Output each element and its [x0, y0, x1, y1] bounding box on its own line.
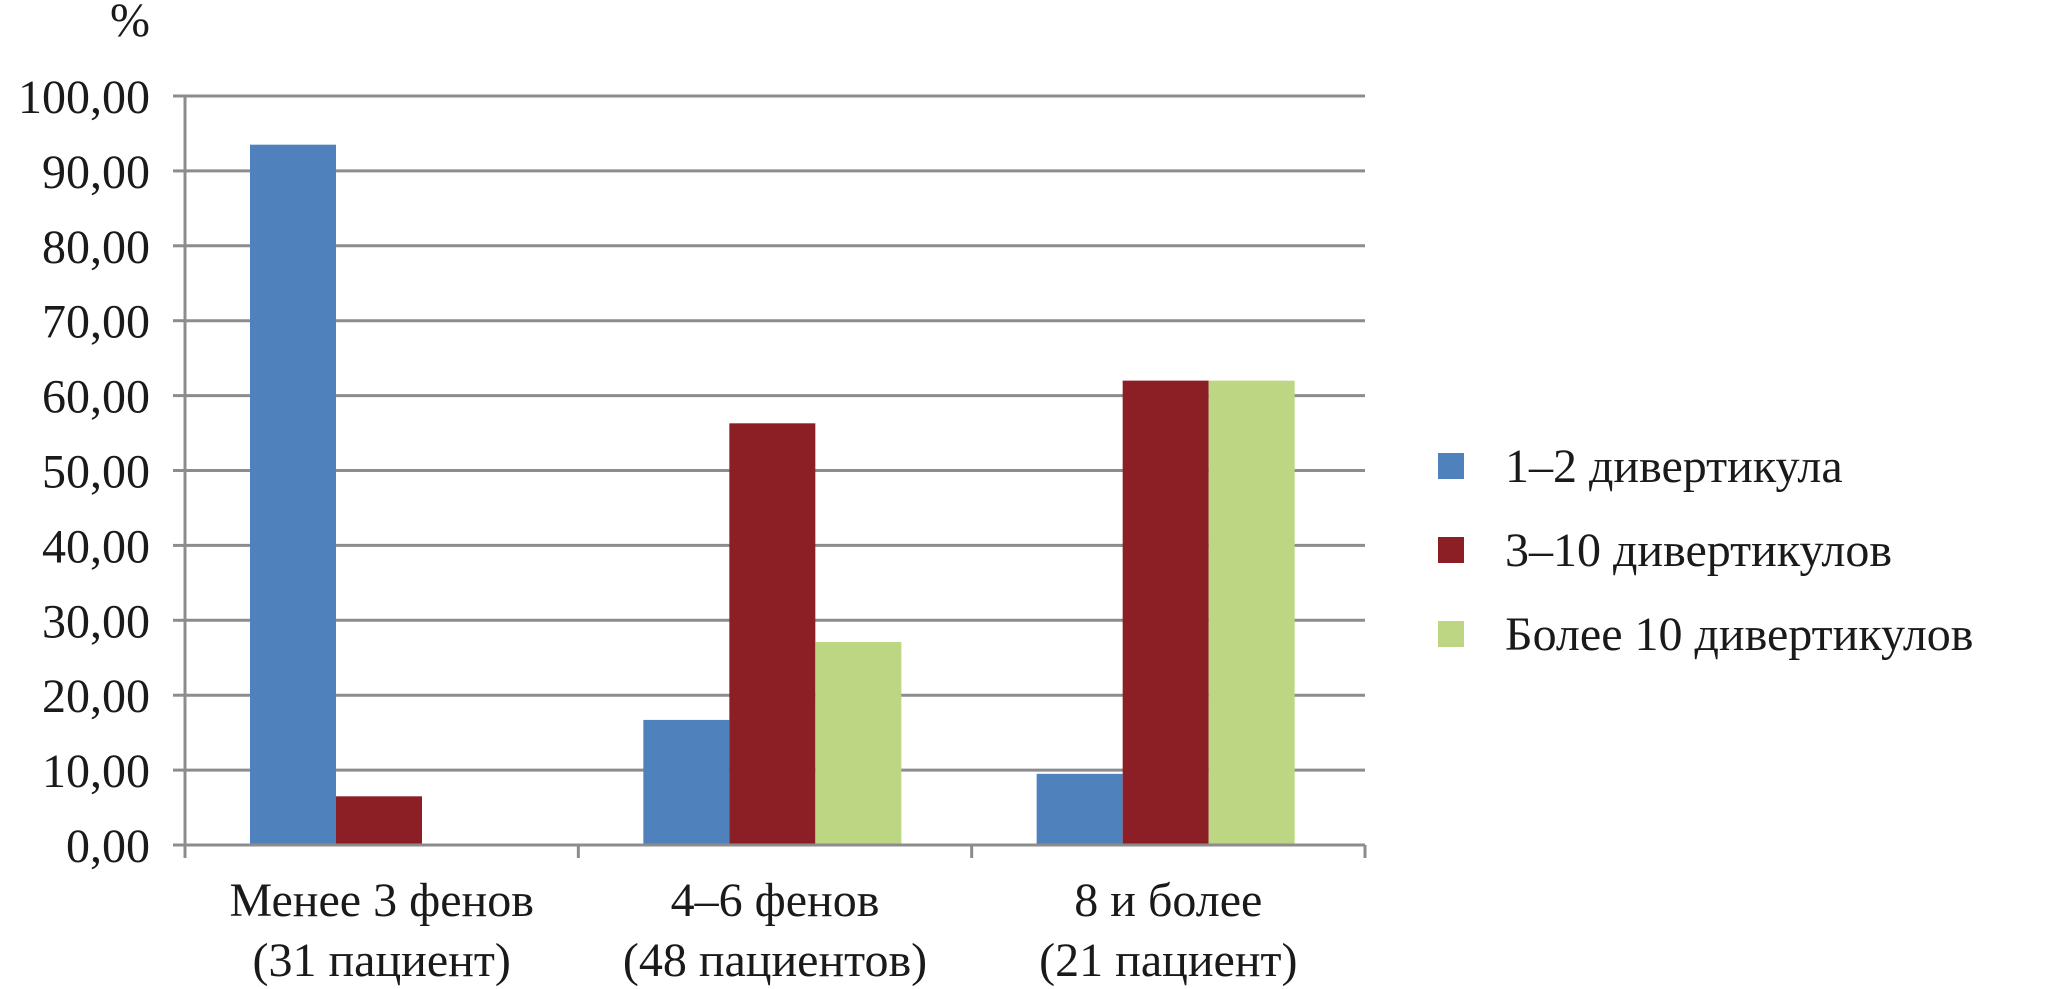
legend-swatch-2	[1438, 537, 1464, 563]
y-axis-label: %	[110, 0, 150, 47]
y-tick-label: 50,00	[42, 446, 150, 499]
y-tick-label: 70,00	[42, 296, 150, 349]
legend-label-3: Более 10 дивертикулов	[1505, 608, 1973, 661]
bars	[250, 144, 1295, 845]
x-category-label-line1: 8 и более	[1074, 874, 1262, 927]
y-tick-label: 100,00	[18, 71, 150, 124]
bar-2-series-3	[815, 642, 902, 845]
legend-swatch-1	[1438, 453, 1464, 479]
x-category-label-line2: (48 пациентов)	[623, 934, 927, 987]
axes	[173, 94, 1367, 858]
bar-3-series-3	[1208, 380, 1295, 845]
x-category-label-line2: (31 пациент)	[253, 934, 511, 987]
y-tick-label: 10,00	[42, 745, 150, 798]
bar-3-series-1	[1036, 773, 1123, 845]
bar-1-series-1	[250, 144, 336, 845]
legend-label-2: 3–10 дивертикулов	[1505, 524, 1892, 577]
legend: 1–2 дивертикула 3–10 дивертикулов Более 10…	[1438, 440, 1973, 661]
legend-swatch-3	[1438, 621, 1464, 647]
x-category-label-line1: 4–6 фенов	[671, 874, 880, 927]
axis-labels: 0,00 10,00 20,00 30,00 40,00 50,00 60,00 70,00 8…	[18, 0, 1297, 987]
x-category-label-line1: Менее 3 фенов	[229, 874, 533, 927]
x-category-label-line2: (21 пациент)	[1039, 934, 1297, 987]
y-tick-label: 90,00	[42, 146, 150, 199]
y-tick-label: 20,00	[42, 670, 150, 723]
bar-2-series-2	[729, 423, 816, 845]
y-tick-label: 60,00	[42, 371, 150, 424]
legend-label-1: 1–2 дивертикула	[1505, 440, 1843, 493]
bar-3-series-2	[1122, 380, 1209, 845]
bar-2-series-1	[643, 719, 730, 845]
y-tick-label: 30,00	[42, 595, 150, 648]
y-tick-label: 80,00	[42, 221, 150, 274]
y-tick-label: 0,00	[66, 820, 150, 873]
bar-1-series-2	[336, 796, 422, 845]
y-tick-label: 40,00	[42, 520, 150, 573]
